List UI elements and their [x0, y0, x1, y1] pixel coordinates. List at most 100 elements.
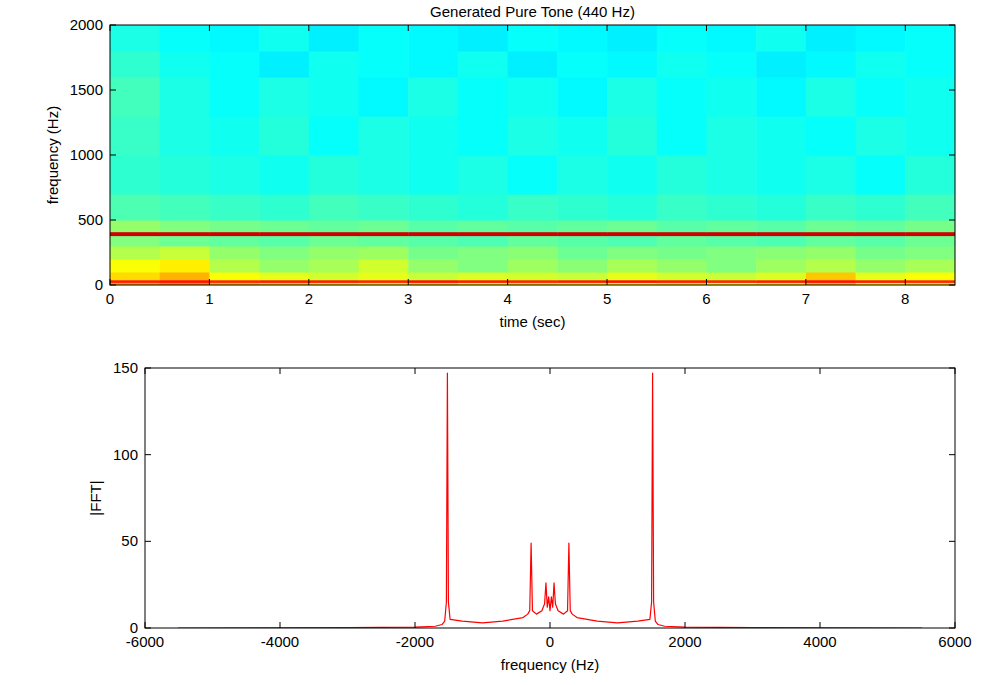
- heatmap-cell: [607, 246, 657, 260]
- heatmap-cell: [806, 25, 856, 52]
- heatmap-cell: [657, 272, 707, 280]
- heatmap-cell: [756, 220, 806, 232]
- heatmap-cell: [856, 272, 906, 280]
- heatmap-cell: [806, 155, 856, 195]
- heatmap-cell: [160, 259, 210, 273]
- heatmap-cell: [309, 194, 359, 221]
- heatmap-cell: [309, 220, 359, 232]
- heatmap-cell: [160, 51, 210, 78]
- x-tick: [607, 279, 608, 285]
- heatmap-cell: [607, 232, 657, 236]
- heatmap-cell: [110, 232, 160, 236]
- heatmap-cell: [160, 246, 210, 260]
- heatmap-cell: [160, 77, 210, 117]
- heatmap-cell: [706, 194, 756, 221]
- y-axis-title: frequency (Hz): [44, 106, 61, 204]
- heatmap-cell: [607, 272, 657, 280]
- heatmap-cell: [706, 259, 756, 273]
- heatmap-cell: [706, 51, 756, 78]
- x-tick-label: 0: [546, 633, 554, 650]
- x-tick: [408, 25, 409, 31]
- heatmap-cell: [458, 259, 508, 273]
- heatmap-cell: [657, 236, 707, 247]
- heatmap-cell: [706, 236, 756, 247]
- heatmap-cell: [508, 25, 558, 52]
- heatmap-cell: [508, 259, 558, 273]
- heatmap-cell: [657, 232, 707, 236]
- heatmap-cell: [209, 236, 259, 247]
- heatmap-cell: [259, 77, 309, 117]
- y-tick-label: 1000: [70, 146, 103, 163]
- heatmap-cell: [309, 116, 359, 156]
- heatmap-cell: [508, 116, 558, 156]
- heatmap-cell: [110, 259, 160, 273]
- heatmap-cell: [408, 25, 458, 52]
- heatmap-cell: [209, 272, 259, 280]
- x-tick: [280, 368, 281, 374]
- x-tick: [820, 622, 821, 628]
- heatmap-cell: [458, 220, 508, 232]
- heatmap-cell: [856, 25, 906, 52]
- x-axis-title: time (sec): [500, 313, 566, 330]
- x-tick: [308, 25, 309, 31]
- heatmap-cell: [557, 246, 607, 260]
- heatmap-cell: [160, 25, 210, 52]
- heatmap-cell: [209, 155, 259, 195]
- heatmap-cell: [856, 236, 906, 247]
- x-tick-label: 2: [305, 290, 313, 307]
- heatmap-cell: [458, 246, 508, 260]
- heatmap-cell: [856, 194, 906, 221]
- heatmap-cell: [706, 246, 756, 260]
- heatmap-cell: [160, 236, 210, 247]
- x-tick: [685, 368, 686, 374]
- heatmap-cell: [806, 232, 856, 236]
- heatmap-cell: [756, 116, 806, 156]
- heatmap-cell: [408, 77, 458, 117]
- heatmap-cell: [309, 51, 359, 78]
- heatmap-cell: [856, 155, 906, 195]
- y-tick-label: 50: [121, 532, 138, 549]
- heatmap-cell: [508, 194, 558, 221]
- heatmap-cell: [756, 259, 806, 273]
- heatmap-cell: [557, 194, 607, 221]
- heatmap-cell: [359, 116, 409, 156]
- x-tick: [905, 279, 906, 285]
- heatmap-cell: [657, 116, 707, 156]
- heatmap-cell: [160, 220, 210, 232]
- heatmap-cell: [209, 77, 259, 117]
- heatmap-cell: [905, 220, 955, 232]
- y-tick: [110, 220, 116, 221]
- heatmap-cell: [756, 272, 806, 280]
- heatmap-cell: [706, 116, 756, 156]
- heatmap-cell: [607, 155, 657, 195]
- heatmap-cell: [905, 194, 955, 221]
- heatmap-cell: [259, 155, 309, 195]
- heatmap-cell: [607, 77, 657, 117]
- heatmap-cell: [359, 259, 409, 273]
- x-tick-label: 6000: [938, 633, 971, 650]
- heatmap-cell: [856, 246, 906, 260]
- x-tick: [706, 279, 707, 285]
- heatmap-cell: [458, 236, 508, 247]
- heatmap-cell: [756, 25, 806, 52]
- heatmap-cell: [458, 155, 508, 195]
- y-tick: [949, 541, 955, 542]
- heatmap-cell: [209, 25, 259, 52]
- y-tick: [949, 220, 955, 221]
- heatmap-cell: [359, 51, 409, 78]
- y-tick: [110, 90, 116, 91]
- heatmap-cell: [806, 220, 856, 232]
- heatmap-cell: [607, 116, 657, 156]
- heatmap-cell: [756, 77, 806, 117]
- heatmap-cell: [309, 272, 359, 280]
- heatmap-cell: [259, 194, 309, 221]
- y-tick: [949, 155, 955, 156]
- heatmap-cell: [110, 236, 160, 247]
- heatmap-cell: [458, 272, 508, 280]
- heatmap-cell: [160, 116, 210, 156]
- x-tick: [607, 25, 608, 31]
- heatmap-cell: [110, 272, 160, 280]
- heatmap-cell: [160, 194, 210, 221]
- heatmap-cell: [905, 25, 955, 52]
- heatmap-cell: [557, 25, 607, 52]
